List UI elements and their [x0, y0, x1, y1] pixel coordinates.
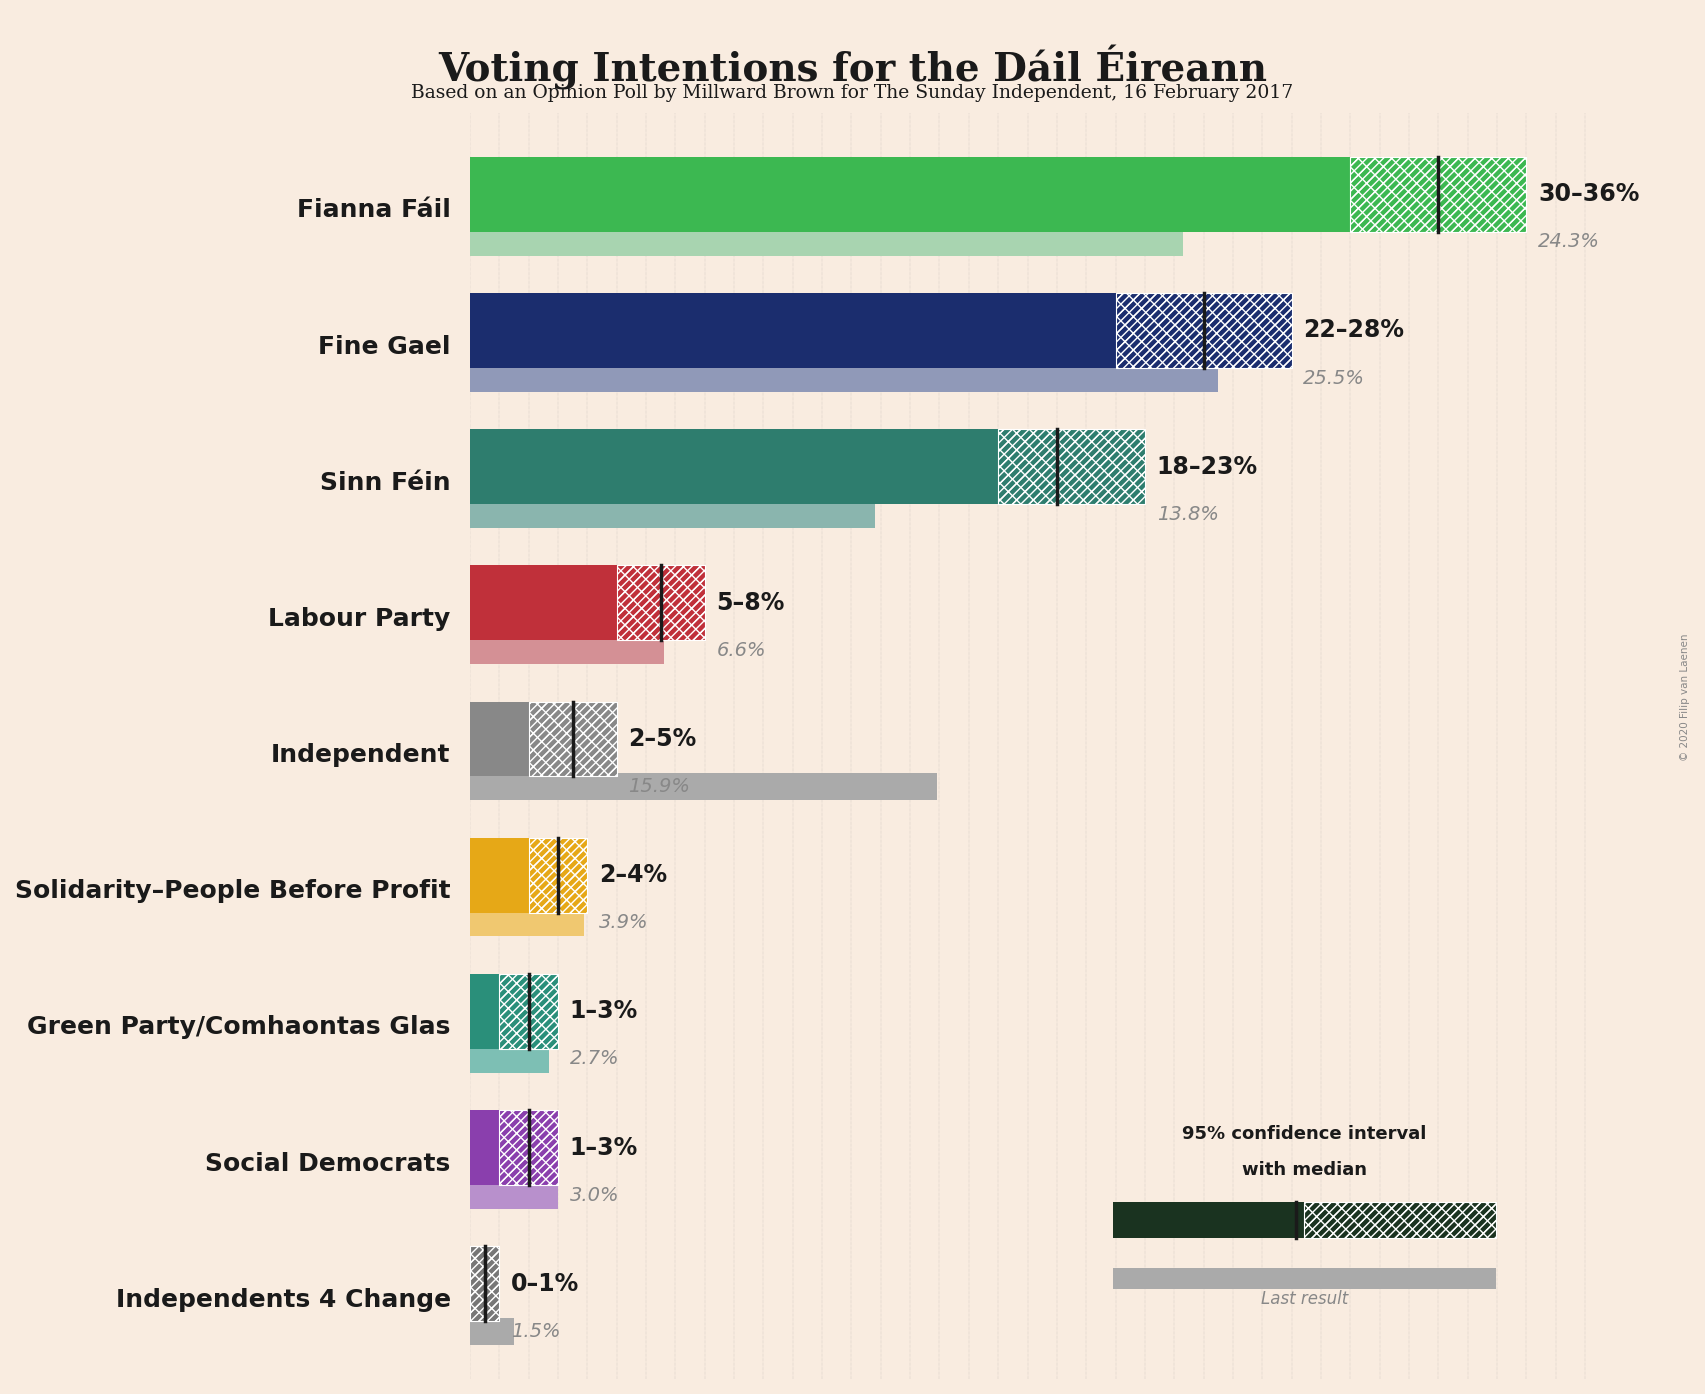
Bar [1113, 1267, 1497, 1289]
Bar [471, 838, 529, 913]
Bar [471, 429, 997, 505]
Text: 25.5%: 25.5% [1303, 368, 1366, 388]
Bar [529, 838, 588, 913]
Bar [529, 838, 588, 913]
Text: 2.7%: 2.7% [569, 1050, 619, 1068]
Text: Voting Intentions for the Dáil Éireann: Voting Intentions for the Dáil Éireann [438, 45, 1267, 89]
Text: 13.8%: 13.8% [1156, 505, 1219, 524]
Bar [471, 364, 1217, 392]
Text: 1.5%: 1.5% [512, 1322, 561, 1341]
Bar [471, 1246, 500, 1322]
Bar [471, 566, 617, 640]
Bar [471, 1317, 515, 1345]
Bar [500, 1110, 558, 1185]
Bar [617, 566, 704, 640]
Bar [500, 1110, 558, 1185]
Bar [1113, 1202, 1304, 1238]
Bar [529, 701, 617, 776]
Bar [1350, 158, 1526, 231]
Text: 30–36%: 30–36% [1538, 183, 1640, 206]
Bar [500, 1110, 558, 1185]
Text: 22–28%: 22–28% [1303, 318, 1405, 343]
Bar [1350, 158, 1526, 231]
Bar [1304, 1202, 1497, 1238]
Text: 24.3%: 24.3% [1538, 233, 1599, 251]
Bar [997, 429, 1144, 505]
Text: 18–23%: 18–23% [1156, 454, 1258, 478]
Bar [471, 774, 936, 800]
Bar [1115, 293, 1292, 368]
Bar [1115, 293, 1292, 368]
Bar [500, 974, 558, 1048]
Bar [471, 1246, 500, 1322]
Text: 3.0%: 3.0% [569, 1186, 619, 1204]
Bar [1115, 293, 1292, 368]
Bar [471, 500, 875, 528]
Bar [529, 701, 617, 776]
Text: Last result: Last result [1260, 1289, 1349, 1308]
Text: with median: with median [1241, 1161, 1367, 1179]
Bar [471, 909, 585, 937]
Bar [500, 974, 558, 1048]
Text: 15.9%: 15.9% [629, 776, 691, 796]
Bar [529, 701, 617, 776]
Text: © 2020 Filip van Laenen: © 2020 Filip van Laenen [1679, 633, 1690, 761]
Bar [471, 1182, 558, 1209]
Bar [1304, 1202, 1497, 1238]
Bar [617, 566, 704, 640]
Text: 2–5%: 2–5% [629, 728, 697, 751]
Bar [471, 637, 663, 664]
Text: 0–1%: 0–1% [512, 1271, 580, 1295]
Text: 2–4%: 2–4% [598, 863, 667, 887]
Text: 6.6%: 6.6% [716, 641, 766, 659]
Bar [1350, 158, 1526, 231]
Bar [471, 158, 1350, 231]
Bar [997, 429, 1144, 505]
Text: 95% confidence interval: 95% confidence interval [1182, 1125, 1427, 1143]
Text: Based on an Opinion Poll by Millward Brown for The Sunday Independent, 16 Februa: Based on an Opinion Poll by Millward Bro… [411, 84, 1294, 102]
Bar [529, 838, 588, 913]
Bar [1304, 1202, 1497, 1238]
Text: 3.9%: 3.9% [598, 913, 648, 933]
Bar [471, 701, 529, 776]
Bar [471, 1046, 549, 1072]
Text: 5–8%: 5–8% [716, 591, 784, 615]
Bar [471, 1110, 500, 1185]
Bar [997, 429, 1144, 505]
Bar [617, 566, 704, 640]
Bar [471, 1246, 500, 1322]
Bar [471, 974, 500, 1048]
Bar [471, 229, 1183, 255]
Text: 1–3%: 1–3% [569, 1136, 638, 1160]
Text: 1–3%: 1–3% [569, 999, 638, 1023]
Bar [500, 974, 558, 1048]
Bar [471, 293, 1115, 368]
